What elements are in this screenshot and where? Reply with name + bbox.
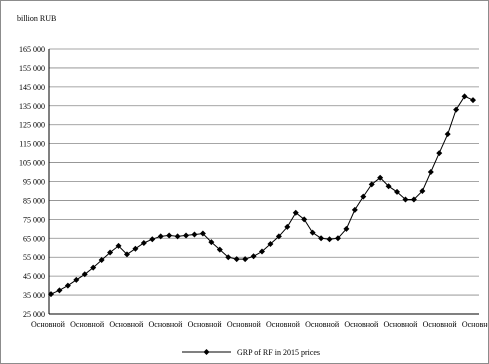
- y-tick-label: 95 000: [23, 178, 45, 187]
- x-tick-labels: Основной Основной Основной Основной Основной…: [31, 320, 488, 329]
- data-point: [140, 240, 147, 247]
- data-point: [132, 245, 139, 252]
- x-tick-label: Основно: [462, 320, 488, 329]
- y-tick-label: 165 000: [19, 45, 45, 54]
- data-point: [242, 256, 249, 263]
- data-point: [368, 181, 375, 188]
- data-point: [115, 242, 122, 249]
- data-point: [385, 183, 392, 190]
- y-tick-label: 45 000: [23, 272, 45, 281]
- data-point: [410, 196, 417, 203]
- y-tick-label: 35 000: [23, 291, 45, 300]
- axes: [48, 49, 479, 315]
- data-point: [216, 246, 223, 253]
- y-tick-label: 55 000: [23, 253, 45, 262]
- x-tick-label: Основной: [149, 320, 184, 329]
- data-point: [81, 271, 88, 278]
- x-tick-label: Основной: [109, 320, 144, 329]
- y-tick-label: 115 000: [19, 140, 45, 149]
- data-point: [191, 231, 198, 238]
- x-tick-label: Основной: [70, 320, 105, 329]
- data-point: [419, 187, 426, 194]
- y-tick-labels: 25 000 35 000 45 000 55 000 65 000 75 000 85 0…: [19, 45, 45, 319]
- y-tick-label: 85 000: [23, 196, 45, 205]
- data-point: [233, 256, 240, 263]
- x-tick-label: Основной: [423, 320, 458, 329]
- y-tick-label: 155 000: [19, 64, 45, 73]
- data-point: [107, 249, 114, 256]
- data-point: [453, 106, 460, 113]
- data-point: [343, 225, 350, 232]
- data-point: [225, 254, 232, 261]
- data-point: [470, 97, 476, 104]
- data-point: [436, 150, 443, 157]
- legend-label: GRP of RF in 2015 prices: [237, 348, 320, 357]
- data-point: [64, 282, 71, 289]
- data-point: [157, 233, 164, 240]
- y-tick-label: 125 000: [19, 121, 45, 130]
- y-tick-label: 65 000: [23, 234, 45, 243]
- data-point: [377, 174, 384, 181]
- x-tick-label: Основной: [344, 320, 379, 329]
- data-point: [326, 236, 333, 243]
- x-tick-label: Основной: [305, 320, 340, 329]
- y-tick-label: 105 000: [19, 159, 45, 168]
- data-point: [250, 253, 257, 260]
- y-tick-label: 75 000: [23, 215, 45, 224]
- y-unit-label: billion RUB: [17, 14, 56, 23]
- data-point: [301, 216, 308, 223]
- data-point: [318, 235, 325, 242]
- data-point: [360, 193, 367, 200]
- data-point: [402, 196, 409, 203]
- data-point: [166, 232, 173, 239]
- data-point: [444, 131, 451, 138]
- x-tick-label: Основной: [227, 320, 262, 329]
- x-tick-label: Основной: [384, 320, 419, 329]
- legend-marker: [203, 349, 210, 355]
- data-point: [56, 287, 63, 294]
- data-point: [275, 233, 282, 240]
- legend: GRP of RF in 2015 prices: [182, 348, 320, 357]
- data-point: [90, 264, 97, 271]
- y-tick-label: 25 000: [23, 310, 45, 319]
- data-point: [334, 235, 341, 242]
- data-point: [267, 240, 274, 247]
- x-tick-label: Основной: [188, 320, 223, 329]
- data-point: [292, 209, 299, 216]
- data-point: [208, 239, 215, 246]
- data-point: [427, 169, 434, 176]
- data-point: [73, 276, 80, 283]
- data-point: [461, 93, 468, 100]
- data-point: [98, 257, 105, 264]
- x-tick-label: Основной: [266, 320, 301, 329]
- data-point: [48, 291, 54, 298]
- data-point: [394, 188, 401, 195]
- gridlines: [49, 48, 479, 315]
- data-point: [199, 230, 206, 237]
- data-point: [123, 251, 130, 258]
- data-point: [284, 223, 291, 230]
- data-point: [259, 248, 265, 255]
- data-point: [351, 206, 358, 213]
- x-tick-label: Основной: [31, 320, 66, 329]
- series-line: [50, 95, 474, 295]
- data-point: [309, 229, 316, 236]
- data-point: [149, 236, 156, 243]
- data-point: [183, 232, 190, 239]
- y-tick-label: 135 000: [19, 102, 45, 111]
- y-tick-label: 145 000: [19, 83, 45, 92]
- series-grp-line: [48, 93, 476, 298]
- data-point: [174, 233, 181, 240]
